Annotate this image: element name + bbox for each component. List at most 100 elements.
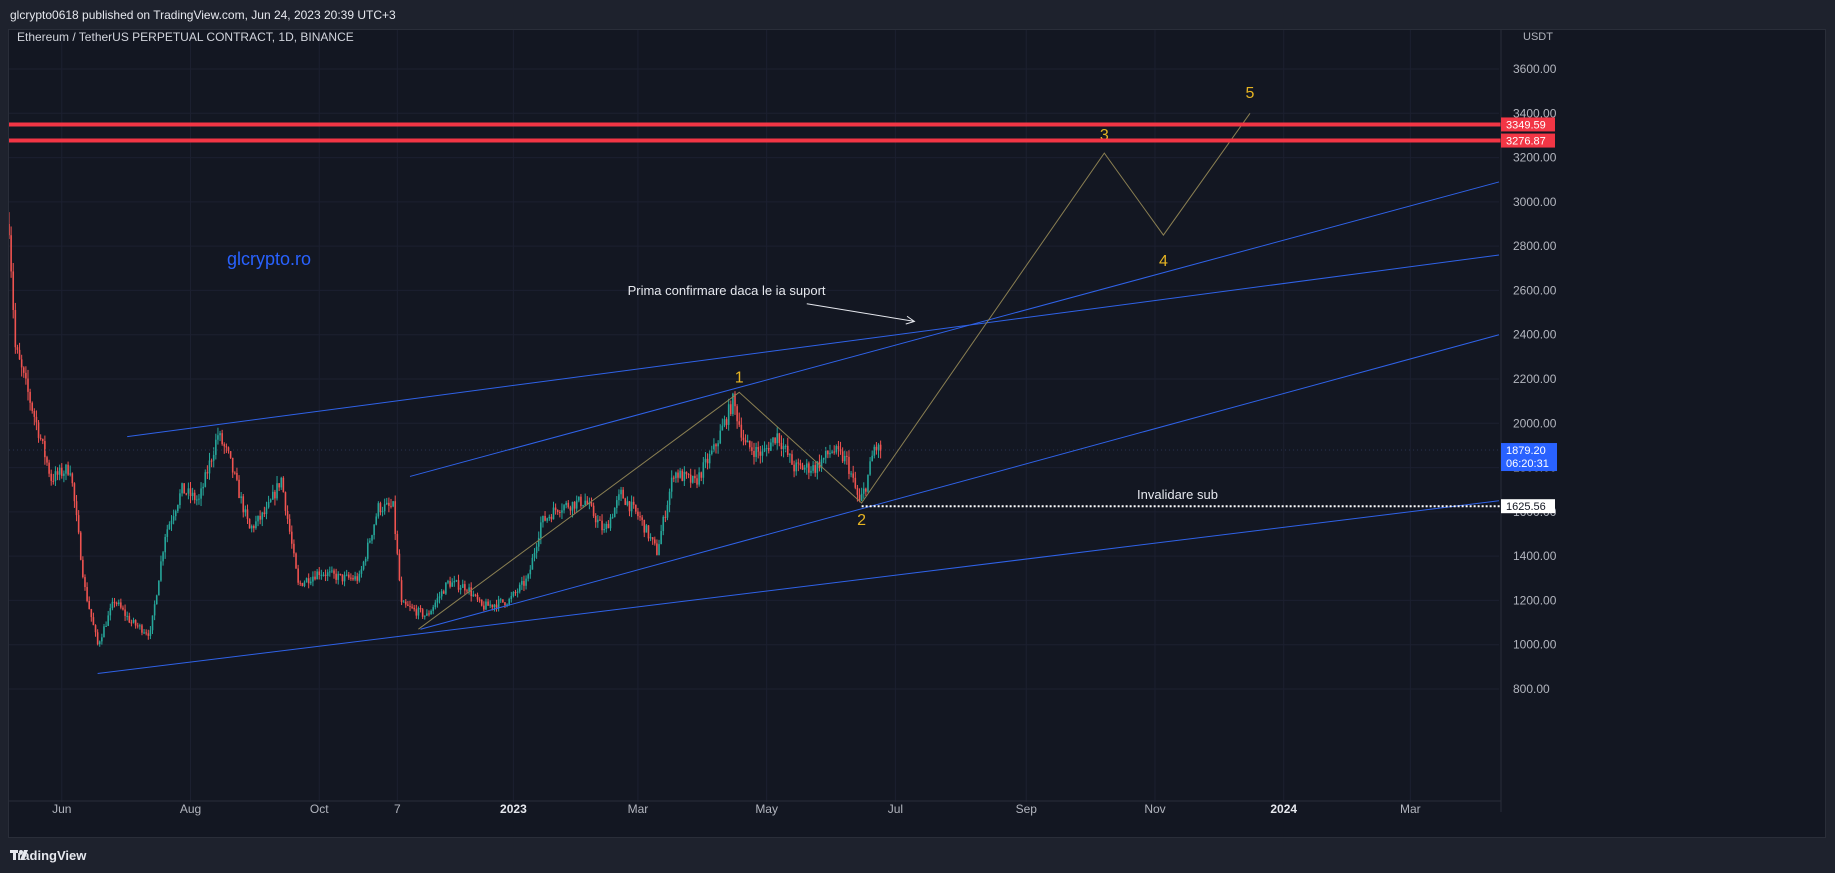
candle-body xyxy=(622,489,624,499)
candle-body xyxy=(200,488,202,499)
candle-body xyxy=(700,472,703,478)
candle-body xyxy=(179,493,181,505)
candle-body xyxy=(529,569,532,575)
candle-body xyxy=(717,443,719,447)
candle-body xyxy=(734,393,736,407)
candle-body xyxy=(877,444,880,451)
candle-body xyxy=(364,558,367,562)
time-tick-label: 2023 xyxy=(500,802,527,816)
candle-body xyxy=(765,448,768,450)
candle-body xyxy=(115,602,118,605)
invalidation-label: Invalidare sub xyxy=(1137,487,1218,502)
candle-body xyxy=(472,594,475,597)
elliott-wave-path[interactable] xyxy=(418,113,1251,630)
candle-body xyxy=(702,462,705,478)
price-tick-label: 2400.00 xyxy=(1513,328,1557,342)
candle-body xyxy=(430,610,432,615)
candle-body xyxy=(333,570,335,574)
candle-body xyxy=(584,500,586,506)
wave-label-5: 5 xyxy=(1246,85,1255,102)
trendline-wave1-line[interactable] xyxy=(409,181,1500,477)
candle-body xyxy=(738,421,741,425)
candle-body xyxy=(282,477,285,493)
candle-body xyxy=(217,435,219,440)
candle-body xyxy=(9,224,10,236)
candle-body xyxy=(168,524,171,530)
candle-body xyxy=(761,451,764,456)
candle-body xyxy=(763,448,766,452)
candle-body xyxy=(206,472,209,474)
candle-body xyxy=(533,552,536,558)
candle-body xyxy=(527,574,529,579)
tradingview-brand[interactable]: TradingView xyxy=(10,848,86,863)
candle-body xyxy=(523,581,525,586)
last-price-text: 1879.20 xyxy=(1506,445,1546,457)
time-tick-label: May xyxy=(755,802,778,816)
chart-panel[interactable]: Ethereum / TetherUS PERPETUAL CONTRACT, … xyxy=(8,29,1826,838)
trendline-wave2-line[interactable] xyxy=(420,334,1500,630)
candle-body xyxy=(681,470,684,481)
trendline-upper-channel[interactable] xyxy=(127,254,1500,438)
price-tick-label: 1200.00 xyxy=(1513,593,1557,607)
candle-body xyxy=(748,440,751,448)
candle-body xyxy=(732,393,734,415)
time-tick-label: Jul xyxy=(888,802,903,816)
candle-body xyxy=(784,445,787,447)
candlestick-chart[interactable]: Ethereum / TetherUS PERPETUAL CONTRACT, … xyxy=(9,30,1825,837)
candle-body xyxy=(554,507,557,511)
candle-body xyxy=(312,576,314,582)
candle-body xyxy=(113,601,116,603)
candle-body xyxy=(597,519,599,523)
candle-body xyxy=(246,509,249,519)
candle-body xyxy=(786,445,789,455)
resistance-price-badge xyxy=(1501,117,1555,132)
candle-body xyxy=(713,444,715,451)
candle-body xyxy=(117,602,120,605)
candle-body xyxy=(875,446,878,451)
symbol-title: Ethereum / TetherUS PERPETUAL CONTRACT, … xyxy=(17,30,354,44)
candle-body xyxy=(305,578,308,583)
candle-body xyxy=(212,454,215,461)
candle-body xyxy=(759,451,762,456)
candle-body xyxy=(723,419,726,426)
candle-body xyxy=(318,571,321,576)
candle-body xyxy=(183,483,185,494)
candle-body xyxy=(22,367,25,373)
candle-body xyxy=(616,500,618,508)
candle-body xyxy=(628,501,631,512)
candle-body xyxy=(698,472,700,485)
candle-body xyxy=(683,471,686,481)
candle-body xyxy=(778,433,781,443)
time-tick-label: Mar xyxy=(628,802,649,816)
candle-body xyxy=(39,437,42,439)
candle-body xyxy=(770,442,772,451)
candle-body xyxy=(575,500,578,509)
candle-body xyxy=(250,526,253,529)
candle-body xyxy=(618,494,620,501)
candle-body xyxy=(210,460,213,462)
candle-body xyxy=(820,459,823,469)
candle-body xyxy=(267,501,270,508)
candle-body xyxy=(343,575,346,582)
candle-body xyxy=(502,599,504,603)
candle-body xyxy=(409,605,411,607)
candle-body xyxy=(624,498,627,505)
candle-body xyxy=(221,433,223,445)
candle-body xyxy=(14,310,17,348)
candle-body xyxy=(98,641,101,645)
annotation-arrow-head xyxy=(905,315,916,325)
candle-body xyxy=(474,594,477,596)
trendline-lower-channel[interactable] xyxy=(97,500,1500,674)
candle-body xyxy=(191,492,194,497)
candle-body xyxy=(400,580,403,603)
candle-body xyxy=(480,599,483,606)
candle-body xyxy=(658,544,660,555)
candle-body xyxy=(202,486,204,489)
tradingview-logo-icon xyxy=(10,850,28,860)
candle-body xyxy=(715,444,717,447)
candle-body xyxy=(293,543,295,554)
candle-body xyxy=(58,467,61,475)
candle-body xyxy=(122,607,124,610)
candle-body xyxy=(234,472,236,474)
candle-body xyxy=(664,516,667,518)
